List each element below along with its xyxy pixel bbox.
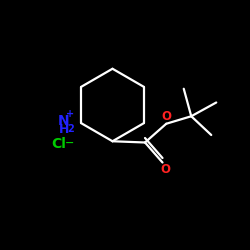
Text: 2: 2: [68, 124, 74, 134]
Text: O: O: [160, 163, 170, 176]
Text: H: H: [59, 123, 70, 136]
Text: N: N: [57, 114, 69, 128]
Text: Cl: Cl: [51, 138, 66, 151]
Text: −: −: [64, 138, 74, 148]
Text: +: +: [66, 109, 74, 119]
Text: O: O: [162, 110, 172, 123]
